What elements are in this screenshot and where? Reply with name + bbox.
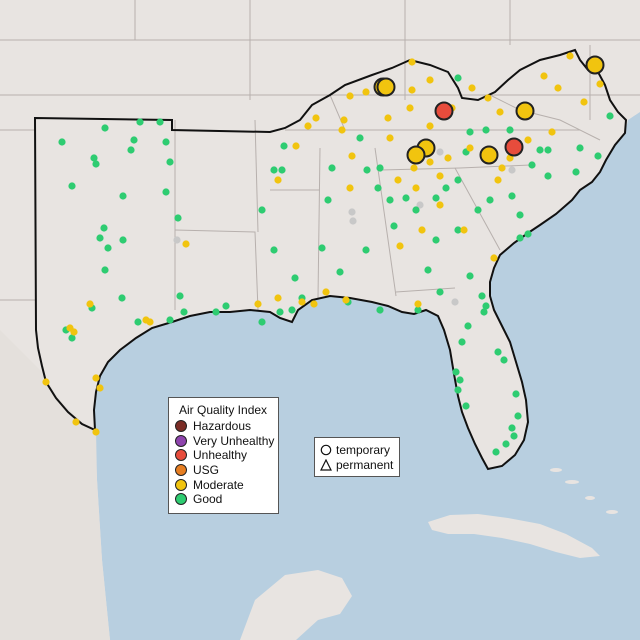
land-yucatan xyxy=(240,570,352,640)
land-bahamas xyxy=(550,468,618,514)
legend-label: Unhealthy xyxy=(193,448,248,463)
no-data-monitors xyxy=(173,148,516,306)
region-outline xyxy=(33,48,628,471)
legend-label-temporary: temporary xyxy=(336,442,391,457)
legend-label: Hazardous xyxy=(193,419,252,434)
legend-item-temporary: temporary xyxy=(320,442,399,458)
legend-item-good: Good xyxy=(175,492,278,507)
legend-swatch-icon xyxy=(175,478,187,491)
circle-icon xyxy=(320,444,332,456)
legend-swatch-icon xyxy=(175,493,187,506)
aqi-legend: Air Quality Index Hazardous Very Unhealth… xyxy=(168,397,279,514)
land-cuba xyxy=(428,514,600,558)
legend-item-moderate: Moderate xyxy=(175,477,278,492)
land-mexico xyxy=(0,330,110,640)
temporary-moderate-monitors xyxy=(373,55,605,165)
legend-item-hazardous: Hazardous xyxy=(175,419,278,434)
legend-label: USG xyxy=(193,463,220,478)
good-monitors xyxy=(58,74,614,456)
triangle-icon xyxy=(320,459,332,471)
legend-item-unhealthy: Unhealthy xyxy=(175,448,278,463)
legend-swatch-icon xyxy=(175,464,187,477)
legend-label-permanent: permanent xyxy=(336,458,394,473)
legend-swatch-icon xyxy=(175,449,187,462)
moderate-monitors xyxy=(42,52,604,436)
legend-item-usg: USG xyxy=(175,463,278,478)
legend-item-very-unhealthy: Very Unhealthy xyxy=(175,434,278,449)
state-borders xyxy=(0,0,640,311)
legend-label: Moderate xyxy=(193,477,244,492)
legend-swatch-icon xyxy=(175,420,187,433)
legend-label: Very Unhealthy xyxy=(193,433,275,448)
aqi-legend-title: Air Quality Index xyxy=(179,403,268,417)
legend-label: Good xyxy=(193,492,223,507)
monitor-type-legend: temporary permanent xyxy=(314,437,400,477)
temporary-unhealthy-monitors xyxy=(434,101,524,157)
legend-item-permanent: permanent xyxy=(320,458,399,474)
legend-swatch-icon xyxy=(175,434,187,447)
